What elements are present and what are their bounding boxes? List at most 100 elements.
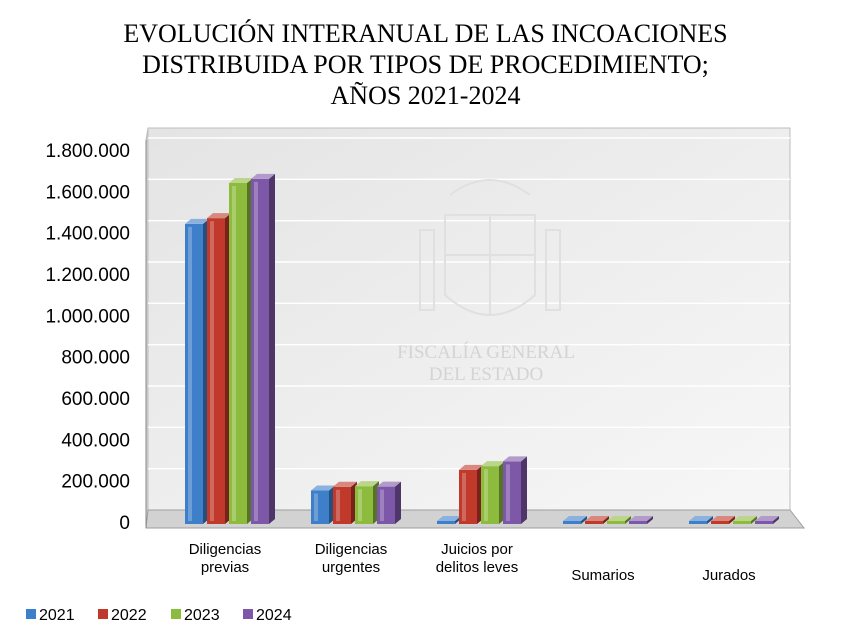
bar-front [689, 521, 707, 524]
bar-top [377, 481, 401, 487]
bar-top [755, 516, 779, 521]
bars [185, 173, 779, 525]
x-tick-label: previas [201, 559, 249, 576]
bar-front [711, 521, 729, 524]
bar-front [437, 521, 455, 524]
legend-label: 2021 [39, 607, 75, 624]
bar-top [733, 516, 757, 521]
legend-item: 2021 [26, 607, 75, 624]
bar-top [355, 481, 379, 487]
chart-title-line-2: DISTRIBUIDA POR TIPOS DE PROCEDIMIENTO; [142, 50, 709, 79]
bar-top [689, 516, 713, 521]
bar-top [229, 178, 253, 183]
y-tick-label: 800.000 [61, 348, 130, 369]
bar-front [459, 469, 477, 524]
x-tick-label: Sumarios [571, 567, 634, 584]
bar-front [185, 223, 203, 525]
bar-front [733, 521, 751, 524]
plot-area [145, 127, 806, 529]
bar [207, 213, 231, 524]
watermark-emblem: FISCALÍA GENERAL DEL ESTADO [397, 179, 575, 385]
bar-highlight [336, 489, 340, 521]
bar-top [437, 516, 461, 521]
bar [607, 516, 631, 524]
x-tick-label: Juicios por [441, 541, 513, 558]
bar-side [729, 516, 735, 524]
bar-top [459, 464, 483, 470]
bar-top [563, 516, 587, 521]
bar [251, 173, 275, 524]
bar-top [629, 516, 653, 521]
y-tick-label: 200.000 [61, 472, 130, 493]
bar-top [503, 456, 527, 462]
legend-label: 2023 [184, 607, 220, 624]
y-tick-label: 1.600.000 [45, 182, 130, 203]
bar-side [707, 516, 713, 524]
legend-item: 2024 [243, 607, 292, 624]
bar-highlight [462, 472, 466, 521]
y-tick-label: 1.200.000 [45, 265, 130, 286]
y-axis: 0 200.000 400.000 600.000 800.000 1.000.000 1.… [45, 140, 147, 534]
bar-highlight [314, 493, 318, 521]
bar-highlight [506, 464, 510, 521]
bar-top [185, 218, 209, 224]
legend-label: 2022 [111, 607, 147, 624]
bar-front [563, 521, 581, 524]
bar-front [585, 521, 603, 524]
x-tick-label: Jurados [702, 567, 755, 584]
bar-front [333, 486, 351, 524]
bar-side [647, 516, 653, 524]
chart-title-line-1: EVOLUCIÓN INTERANUAL DE LAS INCOACIONES [123, 19, 728, 48]
bar-top [711, 516, 735, 521]
bar-top [585, 516, 609, 521]
x-tick-label: urgentes [322, 559, 380, 576]
x-tick-label: Diligencias [315, 541, 388, 558]
y-tick-label: 1.400.000 [45, 224, 130, 245]
bar-front [355, 486, 373, 524]
bar-highlight [358, 489, 362, 521]
bar-top [251, 173, 275, 179]
bar-front [629, 521, 647, 524]
bar [333, 481, 357, 524]
bar [311, 485, 335, 524]
bar [481, 461, 505, 524]
y-tick-label: 1.000.000 [45, 306, 130, 327]
bar-front [607, 521, 625, 524]
x-tick-label: delitos leves [436, 559, 519, 576]
bar-highlight [188, 226, 192, 522]
y-tick-label: 400.000 [61, 430, 130, 451]
bar-highlight [210, 221, 214, 521]
watermark-line-2: DEL ESTADO [429, 364, 543, 385]
legend-item: 2023 [171, 607, 220, 624]
bar-front [207, 218, 225, 524]
legend: 2021 2022 2023 2024 [26, 607, 292, 624]
bar-highlight [380, 489, 384, 521]
legend-swatch [26, 609, 36, 619]
legend-swatch [171, 609, 181, 619]
bar-top [311, 485, 335, 491]
bar [503, 456, 527, 524]
bar [563, 516, 587, 524]
bar [711, 516, 735, 524]
bar-top [333, 481, 357, 487]
legend-swatch [243, 609, 253, 619]
bar-top [207, 213, 231, 219]
legend-item: 2022 [98, 607, 147, 624]
bar-side [773, 516, 779, 524]
bar-side [395, 481, 401, 524]
y-tick-label: 600.000 [61, 389, 130, 410]
bar [629, 516, 653, 524]
bar [185, 218, 209, 525]
bar-front [377, 486, 395, 524]
bar [229, 178, 253, 524]
bar [355, 481, 379, 524]
bar-side [269, 173, 275, 524]
bar-front [251, 178, 269, 524]
bar-side [751, 516, 757, 524]
chart-title: EVOLUCIÓN INTERANUAL DE LAS INCOACIONES … [0, 18, 851, 111]
legend-label: 2024 [256, 607, 292, 624]
y-tick-label: 0 [119, 513, 130, 534]
bar-highlight [232, 186, 236, 521]
bar [733, 516, 757, 524]
bar-top [481, 461, 505, 467]
